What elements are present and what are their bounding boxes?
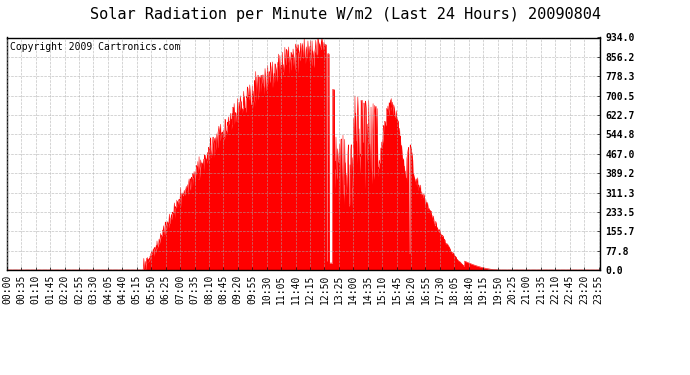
Text: Copyright 2009 Cartronics.com: Copyright 2009 Cartronics.com bbox=[10, 42, 180, 52]
Text: Solar Radiation per Minute W/m2 (Last 24 Hours) 20090804: Solar Radiation per Minute W/m2 (Last 24… bbox=[90, 8, 600, 22]
